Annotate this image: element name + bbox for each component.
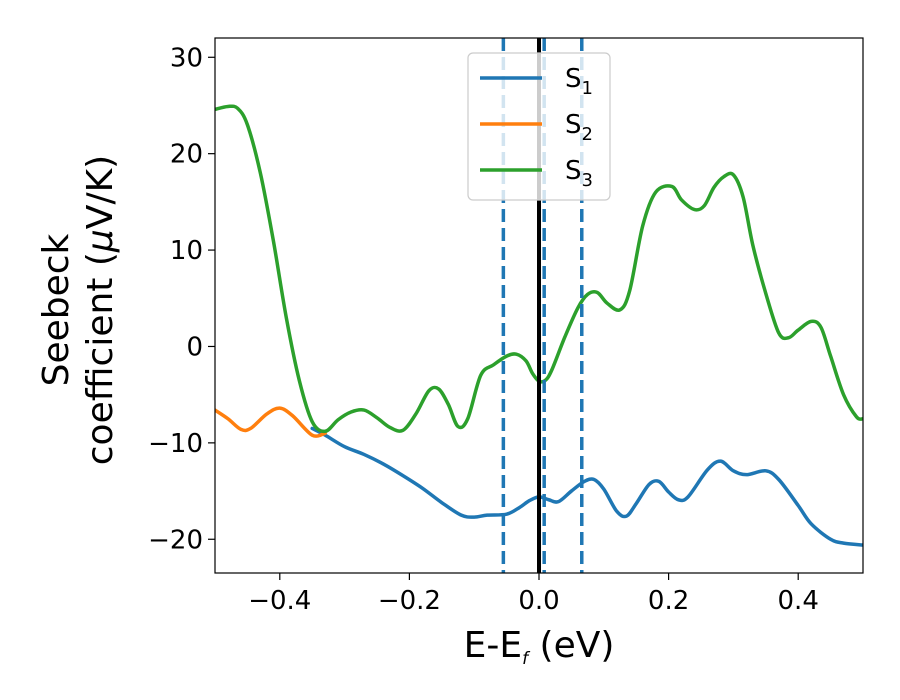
series-line-s2: [215, 406, 327, 438]
y-tick-label: 30: [170, 43, 203, 73]
axes: −0.4 −0.2 0.0 0.2 0.4 −20 −10 0 10 20 30: [148, 37, 864, 616]
x-tick-label: −0.4: [248, 586, 311, 616]
legend-entry-s3: S3: [480, 156, 593, 191]
legend-label: S3: [565, 156, 593, 191]
x-tick-label: 0.2: [648, 586, 689, 616]
x-tick-label: −0.2: [378, 586, 441, 616]
y-tick-label: 0: [186, 332, 203, 362]
legend-label: S2: [565, 110, 593, 145]
y-tick-label: −20: [148, 525, 203, 555]
y-tick-label: −10: [148, 429, 203, 459]
x-axis-label: E-Ef (eV): [464, 625, 615, 669]
series-line-s1: [310, 426, 863, 547]
y-tick-label: 20: [170, 140, 203, 170]
y-axis-label: Seebeck coefficient (μV/K): [36, 155, 121, 465]
x-tick-label: 0.4: [778, 586, 819, 616]
legend-box: [467, 52, 611, 201]
y-tick-label: 10: [170, 236, 203, 266]
legend-entry-s1: S1: [480, 64, 593, 99]
y-axis-label-line2: coefficient (μV/K): [80, 155, 121, 465]
legend-entry-s2: S2: [480, 110, 593, 145]
legend-label: S1: [565, 64, 593, 99]
legend: S1 S2 S3: [467, 52, 611, 201]
x-tick-label: 0.0: [518, 586, 559, 616]
y-axis-label-line1: Seebeck: [36, 233, 77, 386]
